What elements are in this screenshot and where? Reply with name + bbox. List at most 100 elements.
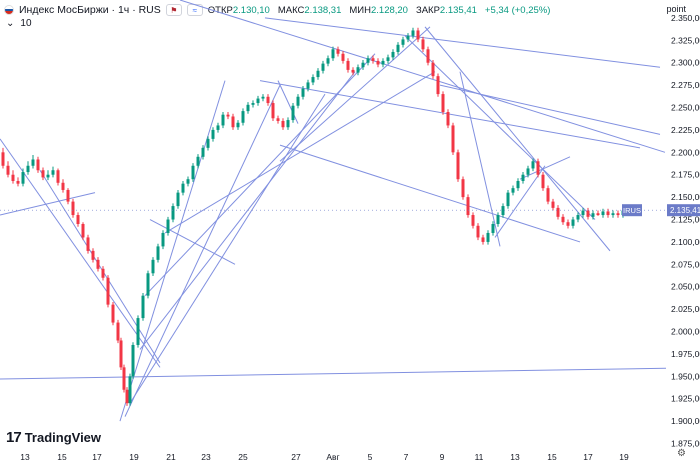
candle-body [516, 180, 520, 189]
flag-toggle-button[interactable]: ⚑ [165, 4, 182, 16]
candle-body [521, 174, 525, 181]
x-tick-label: 17 [92, 452, 102, 462]
candle [301, 86, 305, 100]
candle-body [556, 207, 560, 217]
candle [211, 127, 215, 142]
candle-body [401, 39, 405, 45]
candle [1, 147, 5, 169]
candle-body [536, 161, 540, 175]
candle [476, 223, 480, 241]
ohlc-low: МИН2.128,20 [349, 4, 411, 16]
x-tick-label: 13 [20, 452, 30, 462]
trendline [139, 71, 356, 350]
tradingview-logo[interactable]: 17 TradingView [6, 429, 101, 446]
candle [6, 161, 10, 178]
gear-icon[interactable]: ⚙ [677, 448, 686, 459]
candle [251, 100, 255, 108]
candle [66, 188, 70, 205]
candle-body [416, 30, 420, 40]
candle-body [566, 222, 570, 226]
candle-body [191, 165, 195, 180]
y-tick-label: 1.875,00 [671, 439, 700, 449]
candle-body [91, 250, 95, 260]
candle [386, 54, 390, 64]
y-tick-label: 2.150,00 [671, 192, 700, 202]
x-tick-label: 15 [547, 452, 557, 462]
trendline [424, 26, 611, 252]
ohlc-value: 2.135,41 [439, 5, 477, 16]
candle-body [171, 206, 175, 220]
candle-body [161, 232, 165, 247]
candle-body [61, 182, 65, 190]
candle-body [266, 96, 270, 104]
x-tick-label: 27 [291, 452, 301, 462]
candle [376, 58, 380, 68]
candle [526, 165, 530, 178]
candle-body [16, 180, 20, 184]
candle-body [26, 165, 30, 173]
candle-body [76, 215, 80, 224]
candle [96, 257, 100, 272]
y-tick-label: 2.050,00 [671, 282, 700, 292]
instrument-title[interactable]: Индекс МосБиржи · 1ч · RUS [19, 4, 161, 16]
volume-label: 10 [20, 18, 32, 29]
y-tick-label: 2.325,00 [671, 35, 700, 45]
logo-mark: 17 [6, 429, 22, 446]
candle [11, 170, 15, 184]
trendline [149, 219, 236, 265]
candle-body [301, 88, 305, 97]
candle-body [481, 237, 485, 242]
candle [36, 156, 40, 173]
y-tick-label: 2.275,00 [671, 80, 700, 90]
chevron-down-icon[interactable]: ⌄ [6, 18, 15, 29]
candle-body [551, 201, 555, 208]
candle-body [122, 367, 126, 390]
candle-body [431, 62, 435, 77]
candle-body [451, 125, 455, 153]
candle [71, 198, 75, 218]
candle-body [616, 213, 620, 216]
candle-body [166, 219, 170, 233]
candle-body [611, 213, 615, 216]
candle-body [491, 224, 495, 233]
candle [56, 168, 60, 186]
candle-body [426, 49, 430, 63]
candle-body [576, 215, 580, 220]
candle [391, 49, 395, 61]
price-tag-symbol: IRUS [623, 206, 641, 215]
y-tick-label: 2.225,00 [671, 125, 700, 135]
candle-body [119, 340, 123, 368]
candle [296, 94, 300, 109]
candle [281, 118, 285, 130]
candle [311, 74, 315, 86]
x-tick-label: 21 [166, 452, 176, 462]
candle-body [346, 60, 350, 70]
candle-body [281, 120, 285, 128]
candle-body [606, 211, 610, 216]
candle [531, 158, 535, 172]
candle [125, 387, 129, 406]
candle-body [141, 295, 145, 319]
candle-body [11, 174, 15, 181]
ohlc-high: МАКС2.138,31 [278, 4, 345, 16]
candle [21, 168, 25, 187]
trendlines-layer [0, 0, 667, 422]
candle-body [291, 105, 295, 121]
x-tick-label: Авг [326, 452, 339, 462]
candle-body [461, 179, 465, 198]
candle [116, 319, 120, 344]
trendline [264, 17, 661, 68]
candle-body [211, 129, 215, 139]
candle-body [396, 44, 400, 52]
candle [111, 301, 115, 326]
candle-body [561, 216, 565, 223]
candle-body [326, 58, 330, 64]
candle [122, 364, 126, 393]
price-tag-value-bg [667, 204, 700, 217]
candle-body [131, 344, 135, 377]
candle [556, 205, 560, 220]
candle [326, 55, 330, 67]
x-tick-label: 5 [368, 452, 373, 462]
candle [341, 51, 345, 64]
